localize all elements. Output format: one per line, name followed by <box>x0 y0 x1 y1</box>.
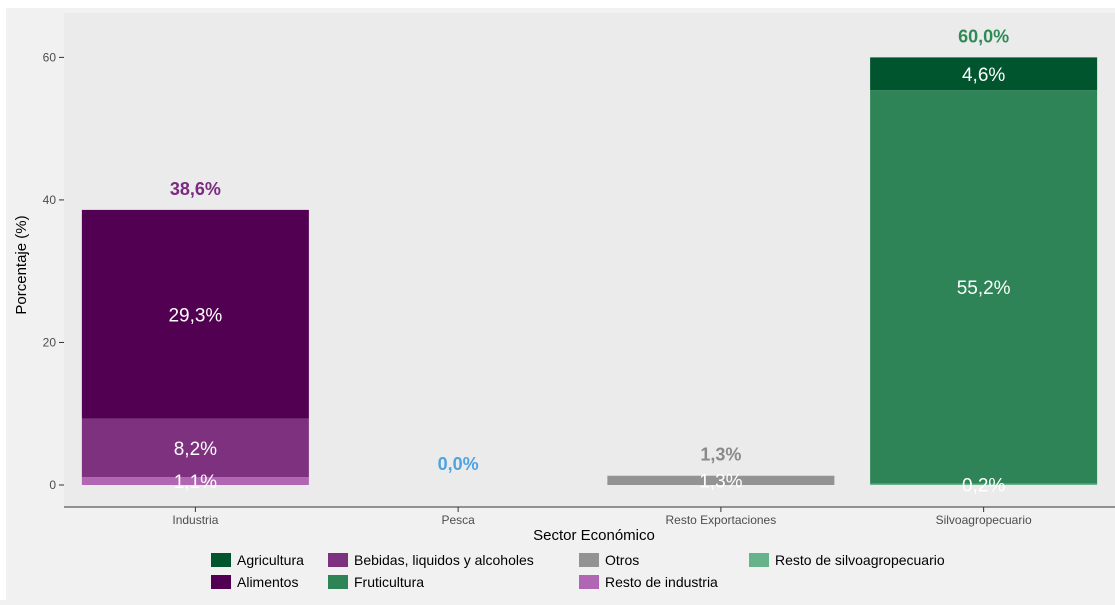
top-white-band <box>0 0 1115 8</box>
segment-label-industria-bebidas-liquidos-y-alcoholes: 8,2% <box>174 439 217 460</box>
y-tick-label-20: 20 <box>43 335 57 349</box>
x-tick-label-pesca: Pesca <box>441 513 475 527</box>
segment-label-silvoagropecuario-agricultura: 4,6% <box>962 65 1005 86</box>
y-tick-label-60: 60 <box>43 50 57 64</box>
segment-label-silvoagropecuario-fruticultura: 55,2% <box>957 278 1011 299</box>
total-label-pesca: 0,0% <box>438 454 479 474</box>
legend-label-bebidas-liquidos-y-alcoholes: Bebidas, liquidos y alcoholes <box>354 552 534 568</box>
legend-swatch-bebidas-liquidos-y-alcoholes <box>328 553 348 567</box>
legend: Agricultura Bebidas, liquidos y alcoholes… <box>211 552 945 590</box>
segment-label-industria-alimentos: 29,3% <box>168 305 222 326</box>
total-labels: 38,6% 0,0% 1,3% 60,0% <box>170 26 1009 474</box>
x-tick-label-silvoagropecuario: Silvoagropecuario <box>936 513 1032 527</box>
legend-swatch-agricultura <box>211 553 231 567</box>
bar-segment-industria-alimentos <box>81 209 309 419</box>
y-tick-label-40: 40 <box>43 193 57 207</box>
bar-segment-silvoagropecuario-agricultura <box>870 57 1098 91</box>
total-label-resto-exportaciones: 1,3% <box>700 445 741 465</box>
left-white-band <box>0 0 6 600</box>
y-axis-title: Porcentaje (%) <box>13 215 30 314</box>
x-axis-title: Sector Económico <box>533 527 655 544</box>
segment-labels: 1,1% 8,2% 29,3% 1,3% 0,2% 55,2% 4,6% <box>168 65 1010 497</box>
legend-label-agricultura: Agricultura <box>237 552 304 568</box>
legend-label-alimentos: Alimentos <box>237 574 298 590</box>
bar-segments <box>81 57 1098 485</box>
segment-label-silvoagropecuario-resto-de-silvoagropecuario: 0,2% <box>962 475 1005 496</box>
bar-segment-silvoagropecuario-resto-de-silvoagropecuario <box>870 483 1098 485</box>
legend-label-fruticultura: Fruticultura <box>354 574 424 590</box>
bar-segment-industria-resto-de-industria <box>81 477 309 485</box>
legend-swatch-resto-de-silvoagropecuario <box>749 553 769 567</box>
bar-segment-resto-exportaciones-otros <box>607 475 835 485</box>
x-axis: Industria Pesca Resto Exportaciones Silvoag… <box>64 506 1115 527</box>
legend-swatch-alimentos <box>211 575 231 589</box>
legend-label-resto-de-silvoagropecuario: Resto de silvoagropecuario <box>775 552 945 568</box>
total-label-industria: 38,6% <box>170 179 221 199</box>
segment-label-industria-resto-de-industria: 1,1% <box>174 472 217 493</box>
x-tick-label-industria: Industria <box>172 513 218 527</box>
x-tick-label-resto-exportaciones: Resto Exportaciones <box>666 513 777 527</box>
legend-swatch-fruticultura <box>328 575 348 589</box>
y-axis: 0 20 40 60 <box>43 50 64 492</box>
bar-segment-silvoagropecuario-fruticultura <box>870 90 1098 484</box>
bar-segment-industria-bebidas-liquidos-y-alcoholes <box>81 418 309 478</box>
legend-label-otros: Otros <box>605 552 639 568</box>
legend-label-resto-de-industria: Resto de industria <box>605 574 718 590</box>
y-tick-label-0: 0 <box>49 478 56 492</box>
total-label-silvoagropecuario: 60,0% <box>958 26 1009 46</box>
segment-label-resto-exportaciones-otros: 1,3% <box>699 471 742 492</box>
legend-swatch-resto-de-industria <box>579 575 599 589</box>
legend-swatch-otros <box>579 553 599 567</box>
